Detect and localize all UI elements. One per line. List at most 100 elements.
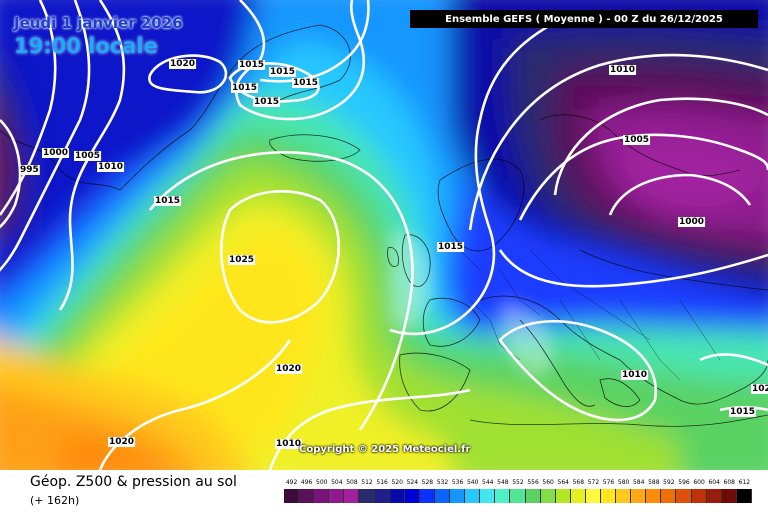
legend-swatch (616, 489, 632, 503)
isobar-label: 1020 (170, 59, 195, 69)
color-legend: 492 496 500 504 508 512 516 520 524 528 532 536 540 5… (284, 478, 752, 503)
isobar-label: 1020 (109, 437, 134, 447)
legend-value: 600 (693, 479, 705, 486)
legend-swatch (359, 489, 375, 503)
legend-value: 612 (738, 479, 751, 486)
legend-swatch (600, 489, 617, 503)
legend-value: 524 (406, 479, 419, 486)
legend-swatch (404, 489, 420, 503)
legend-value: 588 (648, 479, 660, 486)
legend-swatch (329, 489, 345, 503)
legend-swatch (419, 489, 435, 503)
legend-swatch (646, 489, 662, 503)
map-footer: Géop. Z500 & pression au sol (+ 162h) 49… (0, 470, 768, 512)
legend-value: 496 (300, 479, 313, 486)
isobar-label-bg (751, 384, 768, 394)
isobar-label: 1010 (610, 65, 635, 75)
legend-swatch (540, 489, 556, 503)
isobar-label: 1010 (276, 439, 301, 449)
isobar-label: 1015 (270, 67, 295, 77)
legend-value: 520 (391, 479, 403, 486)
legend-value: 592 (663, 479, 675, 486)
legend-swatch (434, 489, 451, 503)
legend-value: 504 (331, 479, 343, 486)
weather-map: 1020 1015 1015 1015 1015 1015 1000 1005 … (0, 0, 768, 470)
isobar-label-bg (621, 370, 649, 380)
isobar-label-bg (238, 60, 266, 70)
isobar-label-bg (154, 196, 182, 206)
legend-value: 544 (482, 479, 494, 486)
legend-swatch (736, 489, 752, 503)
isobar-label: 1005 (624, 135, 649, 145)
run-info-banner: Ensemble GEFS ( Moyenne ) - 00 Z du 26/1… (410, 10, 758, 28)
isobar-label-bg (169, 59, 197, 69)
legend-value: 532 (436, 479, 449, 486)
isobar-label: 1015 (254, 97, 279, 107)
legend-swatch (631, 489, 647, 503)
legend-swatch (706, 489, 722, 503)
legend-swatch (510, 489, 526, 503)
legend-value: 528 (421, 479, 434, 486)
borders (459, 249, 721, 381)
isobar-label-bg (623, 135, 651, 145)
legend-value: 552 (512, 479, 524, 486)
legend-value: 536 (451, 479, 464, 486)
legend-value: 564 (557, 479, 569, 486)
isobar-label-bg (729, 407, 757, 417)
isobar-label-bg (678, 217, 706, 227)
isobars (0, 0, 768, 470)
legend-swatch (480, 489, 496, 503)
legend-value: 512 (361, 479, 373, 486)
legend-labels: 492 496 500 504 508 512 516 520 524 528 532 536 540 5… (284, 478, 752, 487)
legend-value: 548 (497, 479, 509, 486)
map-title: Géop. Z500 & pression au sol (30, 474, 237, 490)
legend-value: 556 (527, 479, 539, 486)
legend-swatch (661, 489, 677, 503)
legend-swatch (585, 489, 601, 503)
isobar-label: 1015 (730, 407, 755, 417)
isobar-label-bg (231, 83, 259, 93)
isobar-label: 1005 (75, 151, 100, 161)
map-canvas: 1020 1015 1015 1015 1015 1015 1000 1005 … (0, 0, 768, 470)
legend-value: 580 (617, 479, 630, 486)
isobar-label: 1015 (293, 78, 318, 88)
legend-swatch (389, 489, 405, 503)
legend-swatch (691, 489, 707, 503)
isobar-labels: 1020 1015 1015 1015 1015 1015 1000 1005 … (19, 59, 768, 449)
legend-swatch (314, 489, 330, 503)
legend-value: 572 (587, 479, 600, 486)
legend-swatch (374, 489, 390, 503)
forecast-lead-time: (+ 162h) (30, 494, 80, 507)
isobar-label-bg (97, 162, 125, 172)
legend-swatch (465, 489, 481, 503)
isobar-label: 1010 (622, 370, 647, 380)
legend-swatch (570, 489, 586, 503)
legend-swatch (450, 489, 466, 503)
isobar-label: 1015 (239, 60, 264, 70)
z500-field (0, 0, 768, 470)
isobar-label: 1000 (679, 217, 704, 227)
forecast-time: 19:00 locale (14, 34, 158, 58)
legend-value: 576 (602, 479, 615, 486)
legend-swatches (284, 489, 752, 503)
isobar-label-bg (292, 78, 320, 88)
legend-swatch (495, 489, 511, 503)
legend-value: 560 (542, 479, 554, 486)
legend-value: 492 (285, 479, 298, 486)
isobar-label: 1015 (232, 83, 257, 93)
isobar-label-bg (275, 364, 303, 374)
legend-swatch (284, 489, 300, 503)
legend-value: 500 (316, 479, 328, 486)
legend-value: 540 (466, 479, 479, 486)
isobar-label: 1025 (229, 255, 254, 265)
legend-value: 568 (572, 479, 585, 486)
legend-value: 604 (708, 479, 720, 486)
isobar-label: 995 (20, 165, 39, 175)
isobar-label-bg (19, 165, 40, 175)
legend-value: 608 (723, 479, 735, 486)
isobar-label-bg (269, 67, 297, 77)
isobar-label-bg (74, 151, 102, 161)
forecast-date: Jeudi 1 janvier 2026 (14, 14, 183, 32)
isobar-label: 1010 (98, 162, 123, 172)
legend-swatch (555, 489, 571, 503)
